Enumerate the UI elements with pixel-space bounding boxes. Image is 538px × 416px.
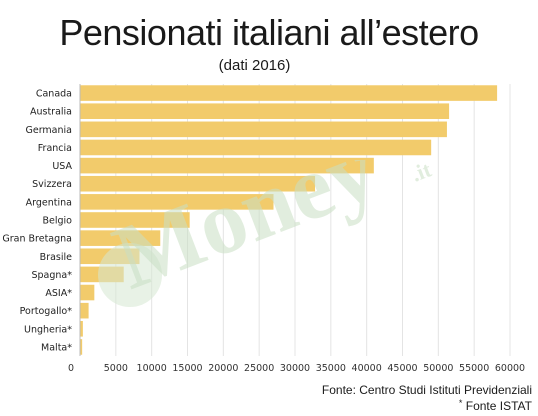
category-label: Brasile: [40, 252, 72, 263]
x-tick-label: 40000: [352, 363, 382, 374]
category-label: Canada: [36, 89, 72, 100]
bar: [80, 230, 161, 246]
category-label: Malta*: [41, 342, 72, 353]
source-note: Fonte: Centro Studi Istituti Previdenzia…: [321, 383, 532, 397]
category-label: Francia: [38, 143, 72, 154]
x-tick-label: 35000: [316, 363, 346, 374]
bar: [80, 85, 498, 101]
chart-title: Pensionati italiani all’estero: [59, 12, 479, 53]
bar: [80, 321, 83, 337]
category-label: Spagna*: [31, 270, 72, 281]
x-tick-label: 0: [68, 363, 74, 374]
chart-subtitle: (dati 2016): [218, 57, 291, 74]
x-tick-label: 45000: [387, 363, 417, 374]
category-label: Australia: [30, 107, 72, 118]
x-tick-label: 20000: [208, 363, 238, 374]
category-label: USA: [52, 161, 72, 172]
category-label: Portogallo*: [20, 306, 73, 317]
x-tick-label: 50000: [423, 363, 453, 374]
bar: [80, 121, 447, 138]
category-label: Ungheria*: [24, 324, 72, 335]
x-tick-label: 25000: [244, 363, 274, 374]
bar: [80, 175, 316, 192]
x-tick-label: 60000: [495, 363, 525, 374]
bar: [80, 212, 190, 228]
bar: [80, 284, 95, 301]
bar: [80, 103, 450, 119]
x-tick-label: 55000: [459, 363, 489, 374]
source-note-istat: * Fonte ISTAT: [459, 398, 532, 413]
source-note-istat-text: Fonte ISTAT: [465, 399, 532, 413]
bar: [80, 194, 274, 210]
bar: [80, 339, 83, 355]
category-label: ASIA*: [45, 288, 72, 299]
category-label: Argentina: [26, 197, 72, 208]
category-label: Gran Bretagna: [2, 234, 72, 245]
category-label: Svizzera: [32, 179, 72, 190]
bar: [80, 139, 432, 156]
category-label: Belgio: [43, 216, 73, 227]
x-tick-label: 10000: [137, 363, 167, 374]
bar: [80, 157, 374, 174]
bar: [80, 302, 89, 319]
bar: [80, 248, 140, 265]
x-tick-label: 5000: [104, 363, 128, 374]
bar: [80, 266, 124, 283]
x-tick-label: 30000: [280, 363, 310, 374]
category-label: Germania: [25, 125, 72, 136]
x-tick-label: 15000: [172, 363, 202, 374]
footnote-asterisk: *: [458, 398, 463, 408]
